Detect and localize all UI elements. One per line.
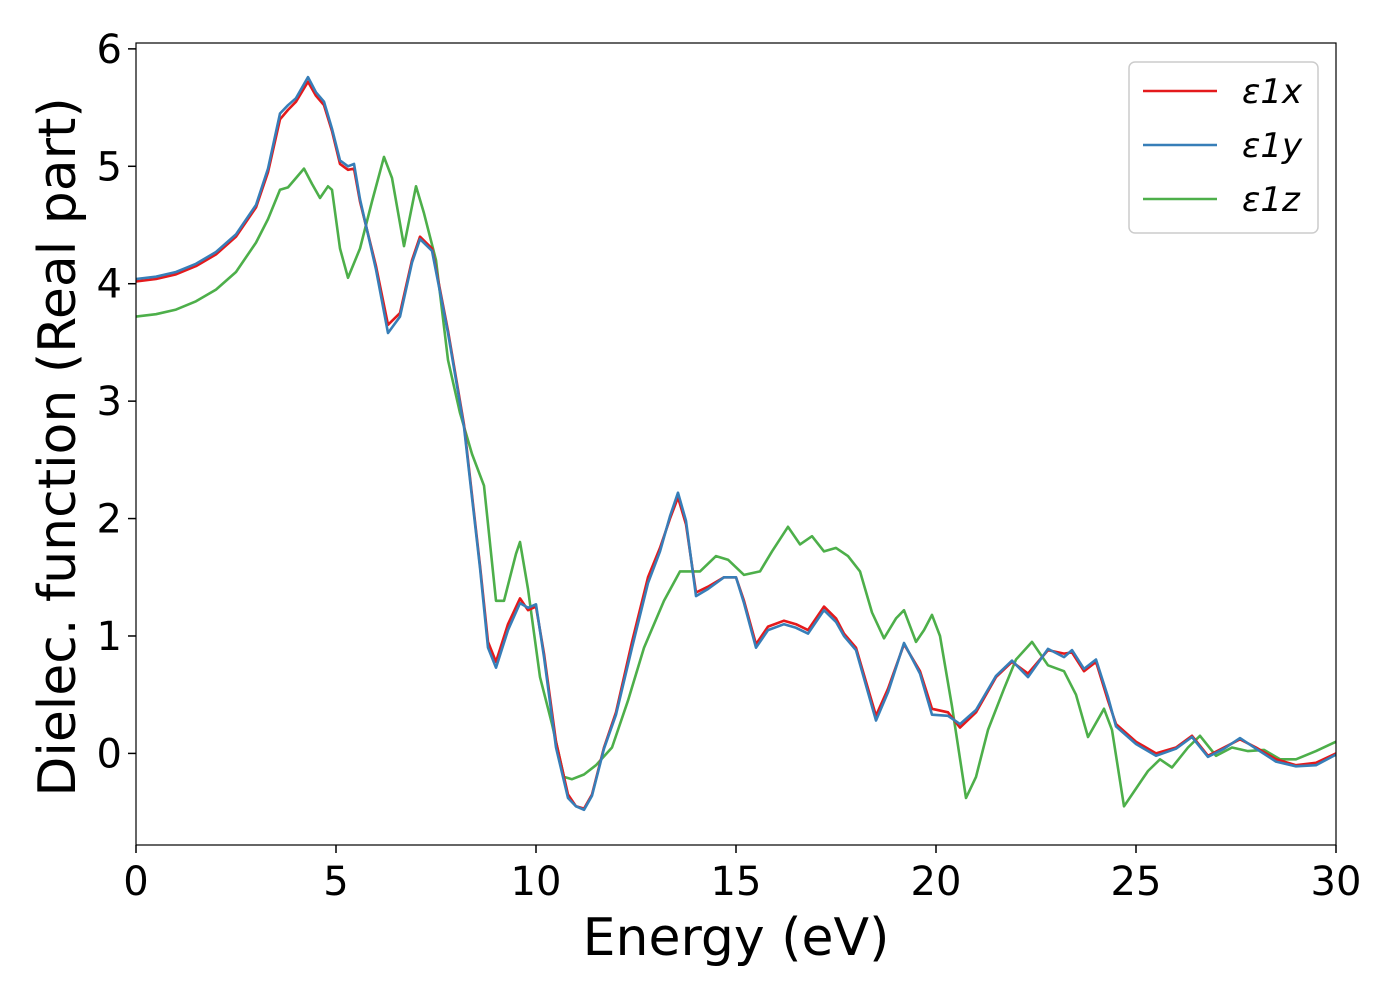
- y-tick-label: 3: [97, 379, 122, 425]
- legend-label: ε1z: [1242, 180, 1301, 220]
- y-axis-ticks: 0 1 2 3 4 5 6: [97, 27, 136, 777]
- x-axis-label: Energy (eV): [583, 908, 890, 968]
- x-axis-ticks: 0 5 10 15 20 25 30: [123, 845, 1361, 905]
- series-line-e1z: [135, 155, 1337, 808]
- legend: ε1x ε1y ε1z: [1128, 61, 1319, 234]
- x-tick-label: 10: [511, 859, 562, 905]
- series-line-e1y: [135, 75, 1337, 812]
- y-tick-label: 4: [97, 262, 122, 308]
- y-tick-label: 0: [97, 731, 122, 777]
- x-tick-label: 20: [911, 859, 962, 905]
- y-tick-label: 1: [97, 614, 122, 660]
- y-tick-label: 2: [97, 497, 122, 543]
- x-tick-label: 25: [1111, 859, 1162, 905]
- y-tick-label: 6: [97, 27, 122, 73]
- legend-box: [1128, 61, 1319, 234]
- legend-label: ε1x: [1242, 72, 1303, 112]
- series-layer: [135, 75, 1337, 812]
- x-tick-label: 5: [323, 859, 348, 905]
- legend-label: ε1y: [1242, 126, 1303, 166]
- x-tick-label: 30: [1311, 859, 1362, 905]
- x-tick-label: 0: [123, 859, 148, 905]
- y-axis-label: Dielec. function (Real part): [28, 97, 88, 796]
- y-tick-label: 5: [97, 144, 122, 190]
- x-tick-label: 15: [711, 859, 762, 905]
